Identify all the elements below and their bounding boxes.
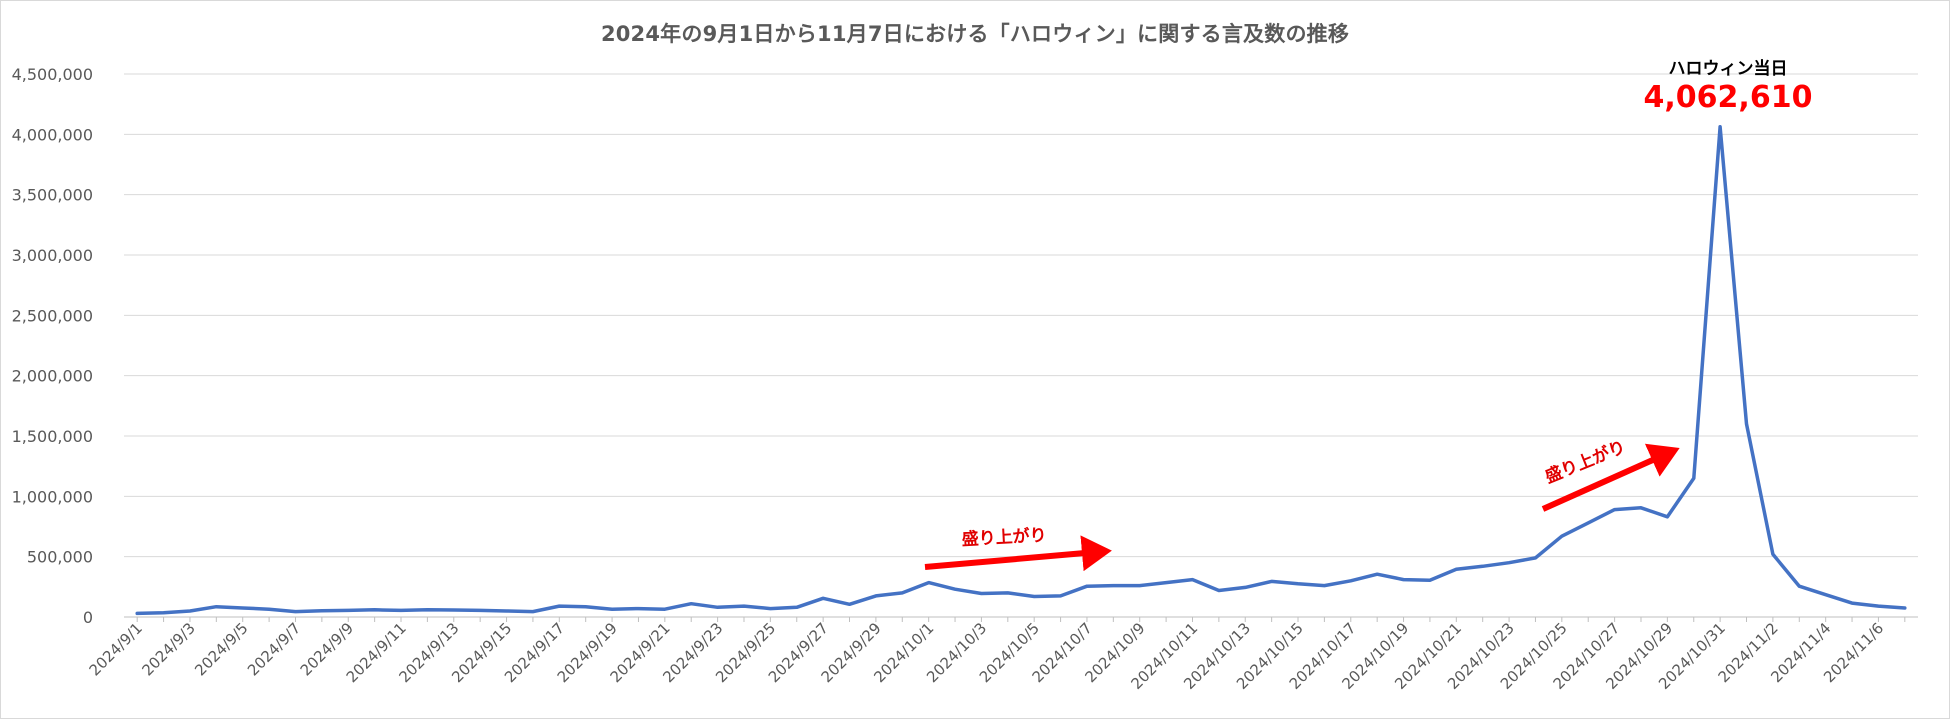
data-point	[1111, 584, 1115, 588]
data-point	[1190, 578, 1194, 582]
data-point	[162, 611, 166, 615]
data-point	[1824, 593, 1828, 597]
y-tick-label: 1,000,000	[12, 487, 93, 506]
data-point	[425, 608, 429, 612]
data-point	[1850, 601, 1854, 605]
data-point	[373, 608, 377, 612]
data-point	[1613, 508, 1617, 512]
data-point	[636, 607, 640, 611]
series-mentions	[135, 125, 1907, 616]
data-point	[874, 594, 878, 598]
y-tick-label: 0	[83, 608, 93, 627]
y-tick-label: 3,000,000	[12, 246, 93, 265]
data-point	[1718, 125, 1722, 129]
data-point	[610, 607, 614, 611]
data-point	[267, 607, 271, 611]
data-point	[1745, 422, 1749, 426]
data-point	[1639, 506, 1643, 510]
data-point	[900, 591, 904, 595]
data-point	[135, 611, 139, 615]
series-line	[135, 125, 1907, 616]
data-point	[293, 610, 297, 614]
rise-arrow-1	[924, 535, 1112, 572]
data-point	[346, 608, 350, 612]
data-point	[927, 581, 931, 585]
data-point	[768, 607, 772, 611]
data-point	[848, 602, 852, 606]
data-point	[1296, 582, 1300, 586]
data-point	[689, 602, 693, 606]
data-point	[320, 609, 324, 613]
data-point	[584, 605, 588, 609]
rise-label-2: 盛り上がり	[1542, 436, 1629, 487]
data-point	[1507, 561, 1511, 565]
data-point	[188, 609, 192, 613]
x-tick-label: 2024/9/3	[138, 619, 198, 679]
data-point	[795, 605, 799, 609]
rise-arrow-2	[1541, 443, 1680, 512]
data-point	[1217, 588, 1221, 592]
data-point	[452, 608, 456, 612]
data-point	[478, 608, 482, 612]
data-point	[1322, 584, 1326, 588]
annotations: 盛り上がり 盛り上がり ハロウィン当日 4,062,610	[924, 58, 1813, 572]
data-point	[979, 591, 983, 595]
data-point	[1481, 564, 1485, 568]
data-point	[1454, 567, 1458, 571]
chart-title: 2024年の9月1日から11月7日における「ハロウィン」に関する言及数の推移	[600, 22, 1350, 46]
data-point	[214, 605, 218, 609]
data-point	[1402, 578, 1406, 582]
y-tick-label: 4,000,000	[12, 125, 93, 144]
data-point	[1797, 584, 1801, 588]
data-point	[742, 604, 746, 608]
y-tick-label: 2,000,000	[12, 367, 93, 386]
y-tick-label: 3,500,000	[12, 186, 93, 205]
peak-label: ハロウィン当日	[1669, 58, 1788, 79]
y-tick-label: 1,500,000	[12, 427, 93, 446]
data-point	[1375, 572, 1379, 576]
x-tick-label: 2024/9/5	[191, 619, 251, 679]
data-point	[241, 606, 245, 610]
data-point	[1270, 579, 1274, 583]
data-point	[1032, 594, 1036, 598]
x-tick-label: 2024/9/1	[86, 619, 146, 679]
rise-label-1: 盛り上がり	[961, 525, 1047, 550]
x-axis: 2024/9/12024/9/32024/9/52024/9/72024/9/9…	[86, 617, 1906, 693]
y-axis: 0 500,000 1,000,000 1,500,000 2,000,000 2,500…	[12, 65, 93, 627]
data-point	[1085, 584, 1089, 588]
data-point	[1903, 606, 1907, 610]
data-point	[663, 607, 667, 611]
data-point	[531, 610, 535, 614]
data-point	[1876, 604, 1880, 608]
data-point	[821, 596, 825, 600]
data-point	[1349, 579, 1353, 583]
data-point	[1560, 534, 1564, 538]
data-point	[1164, 581, 1168, 585]
data-point	[1006, 591, 1010, 595]
data-point	[557, 604, 561, 608]
gridlines	[124, 73, 1918, 618]
data-point	[1059, 594, 1063, 598]
data-point	[1586, 521, 1590, 525]
data-point	[505, 609, 509, 613]
data-point	[1533, 556, 1537, 560]
y-tick-label: 4,500,000	[12, 65, 93, 84]
data-point	[1692, 476, 1696, 480]
data-point	[1243, 585, 1247, 589]
peak-value: 4,062,610	[1644, 80, 1813, 115]
data-point	[1138, 584, 1142, 588]
data-point	[716, 605, 720, 609]
data-point	[1771, 552, 1775, 556]
data-point	[1665, 515, 1669, 519]
y-tick-label: 2,500,000	[12, 306, 93, 325]
data-point	[399, 608, 403, 612]
y-tick-label: 500,000	[27, 548, 93, 567]
x-tick-label: 2024/9/7	[244, 619, 304, 679]
data-point	[1428, 578, 1432, 582]
data-point	[953, 587, 957, 591]
